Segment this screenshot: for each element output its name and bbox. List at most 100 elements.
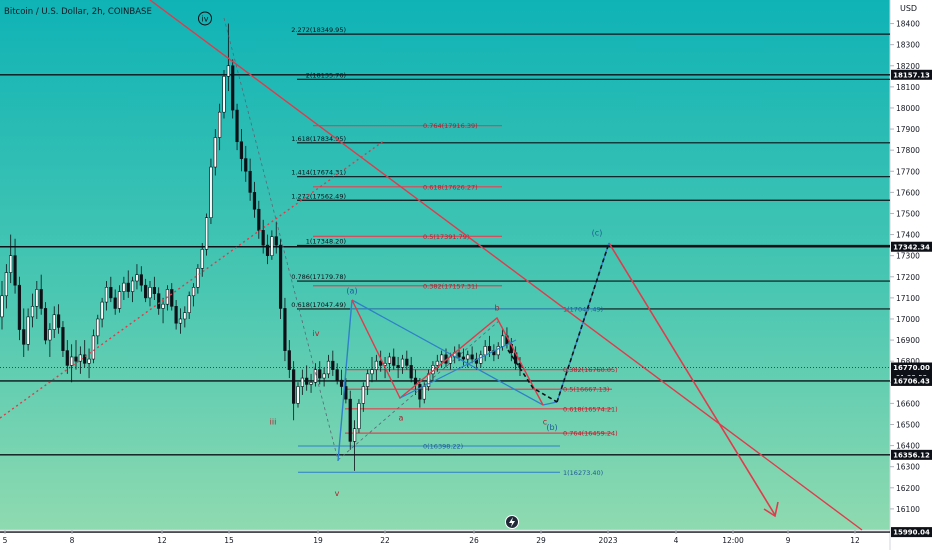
candle xyxy=(74,340,78,370)
candle xyxy=(339,369,344,395)
x-tick-label: 12 xyxy=(157,536,167,545)
candle-body xyxy=(226,65,230,77)
candle-body xyxy=(78,354,82,362)
candle xyxy=(366,369,370,395)
candle xyxy=(309,373,313,393)
candle-body xyxy=(109,287,113,299)
candle xyxy=(17,276,22,341)
candle xyxy=(204,213,209,256)
candle-body xyxy=(387,356,392,364)
candle-body xyxy=(457,352,461,358)
candle-body xyxy=(361,386,365,404)
fib-ext-label: 1(17348.20) xyxy=(306,238,346,246)
candle xyxy=(322,367,326,387)
candle-body xyxy=(396,365,400,368)
red-trendline-main xyxy=(149,0,863,531)
candle xyxy=(144,278,148,303)
candle xyxy=(226,23,230,92)
x-tick-label: 12 xyxy=(850,536,860,545)
candles-layer xyxy=(0,23,522,471)
candle xyxy=(61,321,65,357)
y-tick-label: 17800 xyxy=(896,146,920,155)
candle-body xyxy=(48,329,52,341)
candle-body xyxy=(70,356,74,366)
price-badge: 16356.12 xyxy=(891,449,932,460)
candle-body xyxy=(152,287,156,294)
candle-body xyxy=(65,350,69,366)
candle-body xyxy=(500,335,505,347)
candle-body xyxy=(435,360,439,366)
candle xyxy=(39,274,43,315)
candle xyxy=(296,382,300,408)
candle-body xyxy=(352,428,357,442)
y-tick-label: 17400 xyxy=(896,231,920,240)
candle-body xyxy=(379,360,383,366)
y-tick-label: 17600 xyxy=(896,188,920,197)
candle-body xyxy=(252,192,257,210)
y-tick-label: 17300 xyxy=(896,252,920,261)
candle-body xyxy=(409,365,413,379)
fib-red-label: 0.382(17157.31) xyxy=(423,282,478,290)
candle xyxy=(292,361,296,421)
candle-body xyxy=(483,346,487,356)
candle xyxy=(178,308,183,334)
candle-body xyxy=(309,381,313,385)
blue-wave-line xyxy=(337,299,353,462)
candle-body xyxy=(296,386,300,404)
candle xyxy=(200,243,204,277)
candle-body xyxy=(440,354,444,362)
badge-value: 16706.43 xyxy=(893,378,930,386)
candle xyxy=(26,308,30,351)
candle-body xyxy=(487,346,492,351)
candle-body xyxy=(348,398,352,442)
candle-body xyxy=(144,284,148,299)
candle xyxy=(48,323,52,357)
wave-label: iii xyxy=(270,417,277,426)
candle-body xyxy=(278,244,283,309)
candle-body xyxy=(96,318,100,337)
candle-body xyxy=(209,166,213,218)
candle-body xyxy=(313,369,318,383)
candle-body xyxy=(35,289,39,307)
price-badge: 17342.34 xyxy=(891,241,932,252)
candle xyxy=(257,200,261,239)
x-tick-label: 29 xyxy=(536,536,546,545)
candle-body xyxy=(200,249,204,269)
candle-body xyxy=(161,303,165,309)
candle xyxy=(78,346,82,374)
candle-body xyxy=(422,386,426,400)
candle-body xyxy=(22,329,26,345)
candle-body xyxy=(400,358,405,368)
candle-body xyxy=(257,208,261,231)
candle xyxy=(130,276,135,303)
badge-value: 15990.04 xyxy=(893,529,930,537)
candle xyxy=(91,329,96,364)
badge-value: 17342.34 xyxy=(893,243,930,251)
candle xyxy=(409,356,413,383)
candle-body xyxy=(370,369,374,375)
fib-ext-label: 0.618(17047.49) xyxy=(291,301,346,309)
wave-label: a xyxy=(399,413,404,422)
red-abc-wave xyxy=(351,299,544,406)
fib-ext-label: 1.414(17674.31) xyxy=(291,169,346,177)
candle xyxy=(392,348,396,370)
candle-body xyxy=(83,354,87,364)
arrow-head xyxy=(763,501,779,518)
candle xyxy=(65,340,69,374)
candle-body xyxy=(91,335,96,360)
candle xyxy=(0,280,4,330)
price-badge: 15990.04 xyxy=(891,527,932,538)
candle xyxy=(196,264,200,294)
y-tick-label: 17900 xyxy=(896,125,920,134)
fib-ext-label: 0.786(17179.78) xyxy=(291,273,346,281)
replay-icon[interactable] xyxy=(505,515,519,529)
candle xyxy=(379,350,383,372)
candle xyxy=(122,276,126,300)
black-dashed-projection xyxy=(507,349,558,403)
candle xyxy=(117,285,122,313)
candle xyxy=(43,302,48,345)
candle xyxy=(348,390,352,450)
y-tick-label: 16300 xyxy=(896,463,920,472)
